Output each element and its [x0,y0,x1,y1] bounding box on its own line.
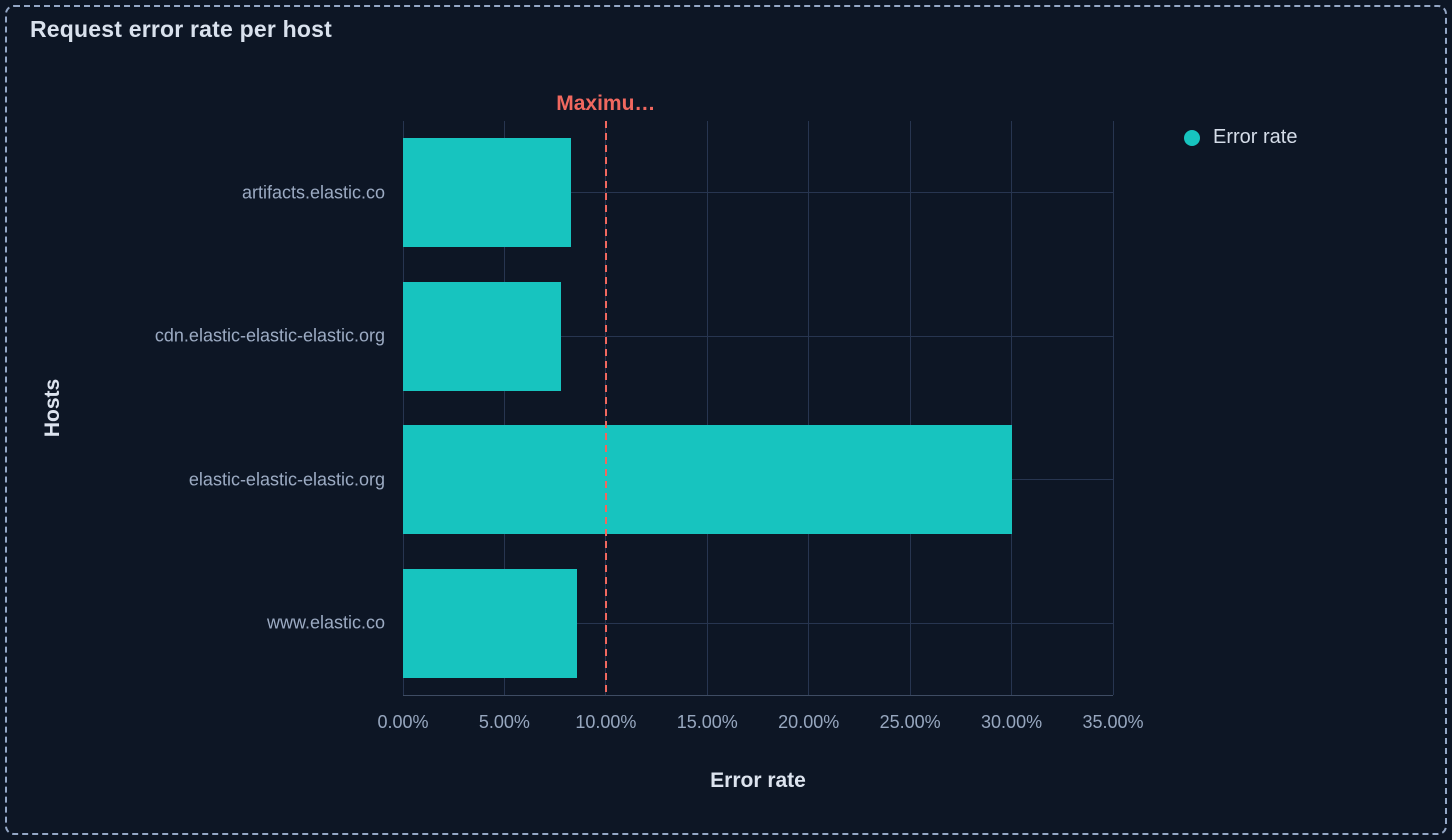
x-tick-label: 25.00% [879,712,941,732]
x-tick-label: 15.00% [676,712,738,732]
x-gridline [909,121,911,695]
x-tick-label: 10.00% [575,712,637,732]
bar-www.elastic.co[interactable] [403,568,578,678]
x-tick-label: 30.00% [981,712,1043,732]
x-axis-title: Error rate [710,769,806,792]
x-gridline [402,121,404,695]
x-gridline [503,121,505,695]
y-gridline [403,335,1113,337]
x-tick-label: 35.00% [1082,712,1144,732]
x-tick-label: 0.00% [377,712,429,732]
legend-item-error-rate[interactable]: Error rate [1184,126,1297,149]
legend-series-dot-icon [1184,129,1200,146]
y-gridline [403,192,1113,194]
bar-cdn.elastic-elastic-elastic.org[interactable] [403,281,562,391]
panel-title: Request error rate per host [30,16,332,42]
bar-artifacts.elastic.co[interactable] [403,138,572,248]
y-axis-title: Hosts [41,378,64,438]
x-gridline [808,121,810,695]
threshold-label: Maximu… [556,92,656,115]
y-category-label: www.elastic.co [266,612,385,633]
threshold-line [604,121,607,695]
x-gridline [1112,121,1114,695]
x-gridline [1011,121,1013,695]
y-gridline [403,622,1113,624]
x-tick-label: 5.00% [478,712,530,732]
legend-item-label: Error rate [1213,126,1298,148]
y-category-label: cdn.elastic-elastic-elastic.org [154,325,385,346]
x-gridline [706,121,708,695]
x-tick-label: 20.00% [778,712,840,732]
plot-area [402,121,1114,696]
y-category-label: artifacts.elastic.co [241,182,385,203]
y-category-label: elastic-elastic-elastic.org [188,469,385,490]
bar-elastic-elastic-elastic.org[interactable] [403,425,1012,535]
legend: Error rate [1184,126,1297,149]
